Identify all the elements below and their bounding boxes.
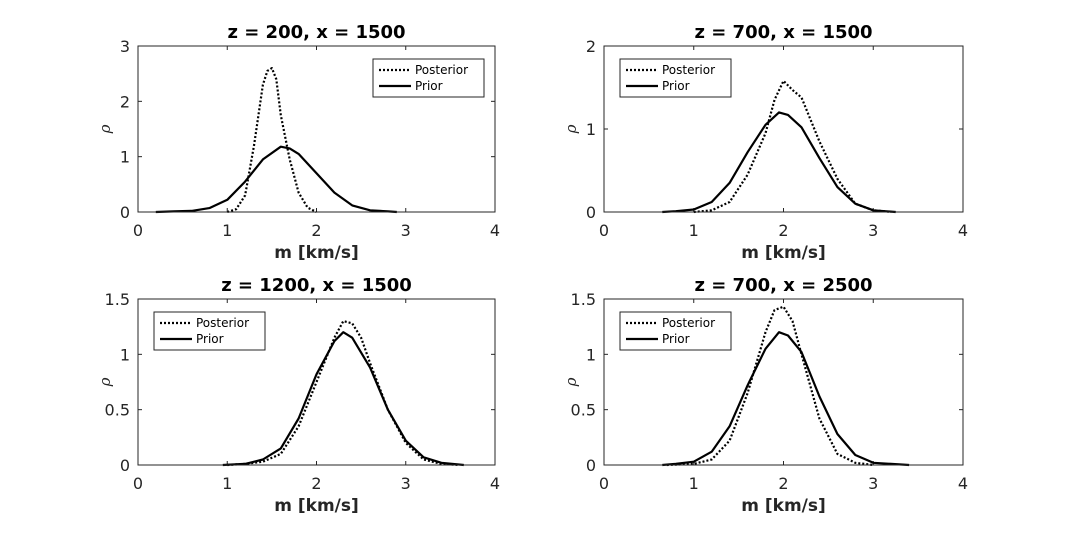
y-axis-label: ρ (562, 124, 580, 134)
x-tick-label: 4 (958, 474, 968, 493)
legend: Posterior Prior (619, 311, 732, 351)
y-tick-label: 0 (120, 203, 130, 222)
y-tick-label: 1.5 (571, 290, 596, 309)
x-tick-label: 3 (401, 474, 411, 493)
legend-entry: Posterior (662, 63, 715, 77)
y-axis-label: ρ (96, 124, 114, 134)
x-tick-label: 2 (311, 474, 321, 493)
legend: Posterior Prior (153, 311, 266, 351)
subplot-2: z = 700, x = 1500 0 1 2 3 4 0 1 2 m [km/s] ρ Poster… (562, 22, 968, 263)
y-axis-label: ρ (562, 377, 580, 387)
axes-box (603, 298, 964, 466)
x-tick-label: 3 (401, 221, 411, 240)
y-tick-label: 1.5 (105, 290, 130, 309)
subplot-1: z = 200, x = 1500 0 1 2 3 4 0 1 2 3 m [km/s] ρ Poste… (96, 22, 500, 263)
legend: Posterior Prior (619, 58, 732, 98)
legend-entry: Posterior (415, 63, 468, 77)
legend-box (619, 58, 732, 98)
series-line-posterior (666, 305, 874, 467)
x-tick-label: 0 (133, 221, 143, 240)
x-tick-label: 1 (222, 474, 232, 493)
series-line-posterior (226, 67, 317, 214)
legend-box (153, 311, 266, 351)
chart-title: z = 700, x = 1500 (694, 22, 872, 43)
y-tick-label: 2 (120, 92, 130, 111)
x-tick-label: 2 (778, 221, 788, 240)
series-line-prior (662, 111, 896, 214)
subplot-4: z = 700, x = 2500 0 1 2 3 4 0 0.5 1 1.5 m [km/s] ρ P… (562, 275, 968, 516)
x-tick-label: 4 (958, 221, 968, 240)
x-tick-label: 3 (868, 221, 878, 240)
axes-box (137, 45, 496, 213)
legend-entry: Posterior (196, 316, 249, 330)
x-tick-label: 2 (778, 474, 788, 493)
subplot-3: z = 1200, x = 1500 0 1 2 3 4 0 0.5 1 1.5 m [km/s] ρ… (96, 275, 500, 516)
y-tick-label: 3 (120, 37, 130, 56)
legend: Posterior Prior (372, 58, 485, 98)
y-tick-label: 1 (120, 148, 130, 167)
axes-box (137, 298, 496, 466)
x-tick-label: 0 (599, 474, 609, 493)
y-tick-label: 0.5 (105, 401, 130, 420)
y-tick-label: 2 (586, 37, 596, 56)
chart-title: z = 200, x = 1500 (227, 22, 405, 43)
x-tick-label: 3 (868, 474, 878, 493)
series-line-posterior (227, 320, 460, 467)
y-tick-label: 0 (120, 456, 130, 475)
chart-title: z = 1200, x = 1500 (221, 275, 412, 296)
y-tick-label: 0 (586, 203, 596, 222)
y-tick-label: 1 (120, 345, 130, 364)
x-tick-label: 1 (689, 474, 699, 493)
series-line-prior (662, 331, 910, 467)
y-tick-label: 1 (586, 345, 596, 364)
series-line-prior (155, 145, 397, 214)
series-line-prior (222, 331, 464, 467)
y-axis-label: ρ (96, 377, 114, 387)
x-tick-label: 0 (599, 221, 609, 240)
axes-box (603, 45, 964, 213)
y-tick-label: 0.5 (571, 401, 596, 420)
legend-entry: Prior (196, 332, 224, 346)
legend-entry: Posterior (662, 316, 715, 330)
legend-entry: Prior (662, 332, 690, 346)
y-tick-label: 1 (586, 120, 596, 139)
legend-box (619, 311, 732, 351)
x-axis-label: m [km/s] (741, 243, 826, 263)
x-axis-label: m [km/s] (274, 496, 359, 516)
x-tick-label: 4 (490, 474, 500, 493)
x-tick-label: 0 (133, 474, 143, 493)
x-tick-label: 2 (311, 221, 321, 240)
chart-title: z = 700, x = 2500 (694, 275, 872, 296)
x-axis-label: m [km/s] (741, 496, 826, 516)
x-tick-label: 1 (222, 221, 232, 240)
x-tick-label: 4 (490, 221, 500, 240)
series-line-posterior (693, 79, 892, 214)
legend-box (372, 58, 485, 98)
legend-entry: Prior (415, 79, 443, 93)
x-axis-label: m [km/s] (274, 243, 359, 263)
y-tick-label: 0 (586, 456, 596, 475)
x-tick-label: 1 (689, 221, 699, 240)
legend-entry: Prior (662, 79, 690, 93)
